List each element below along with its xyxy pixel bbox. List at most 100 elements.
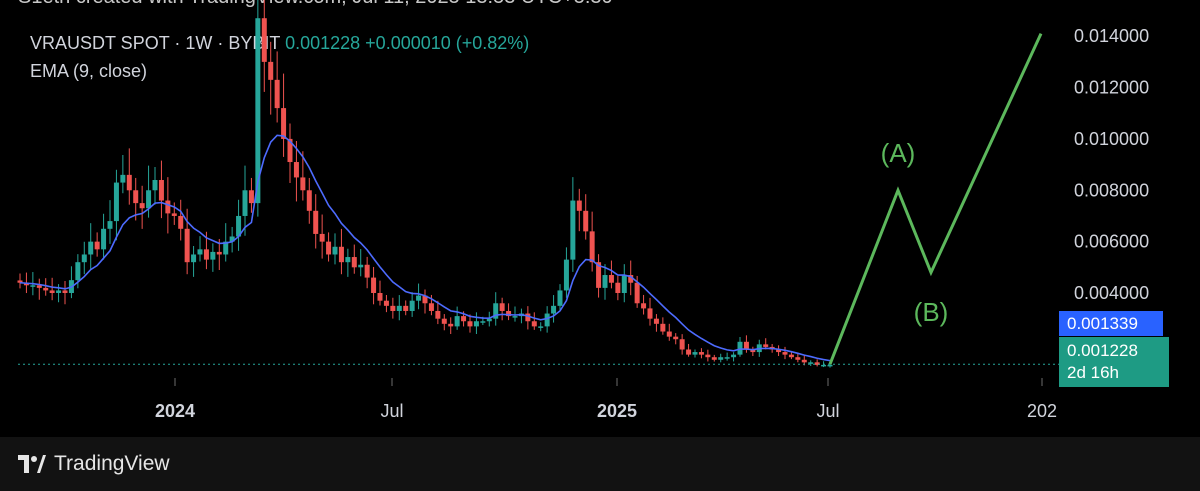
candle-body	[300, 177, 306, 191]
ema-price-badge: 0.001339	[1059, 311, 1163, 336]
candle-body	[493, 303, 499, 319]
y-tick-label: 0.010000	[1074, 129, 1149, 149]
candle-body	[358, 264, 364, 268]
candle-body	[441, 318, 447, 324]
candle-body	[570, 200, 576, 260]
price-change-value: +0.000010 (+0.82%)	[365, 33, 530, 53]
candle-body	[750, 349, 756, 353]
candle-body	[255, 18, 261, 204]
candle-body	[165, 200, 171, 214]
candle-body	[43, 287, 49, 291]
candle-body	[551, 305, 557, 314]
candle-body	[133, 190, 139, 204]
last-price-badge-value: 0.001228	[1067, 341, 1138, 360]
candle-body	[88, 241, 94, 255]
bar-countdown: 2d 16h	[1067, 363, 1119, 382]
candle-body	[724, 357, 730, 359]
y-axis: 0.004000 0.006000 0.008000 0.010000 0.012000…	[1074, 26, 1149, 303]
candle-body	[538, 326, 544, 328]
candle-body	[17, 280, 23, 283]
candle-body	[557, 290, 563, 306]
candle-body	[81, 254, 87, 263]
candle-body	[718, 357, 724, 360]
candle-body	[377, 293, 383, 301]
x-axis: 2024 Jul 2025 Jul 202	[155, 378, 1057, 421]
tradingview-logo-icon	[18, 455, 46, 473]
candle-body	[306, 190, 312, 211]
candle-body	[788, 354, 794, 358]
symbol-name[interactable]: VRAUSDT SPOT · 1W · BYBIT	[30, 33, 281, 53]
candle-body	[473, 321, 479, 327]
candle-body	[666, 331, 672, 337]
tradingview-brand[interactable]: TradingView	[18, 452, 170, 476]
candle-body	[422, 295, 428, 304]
candle-body	[351, 257, 357, 268]
candle-body	[525, 313, 531, 322]
candle-body	[428, 303, 434, 311]
last-price-value: 0.001228	[285, 33, 361, 53]
candle-body	[583, 210, 589, 232]
candle-body	[531, 321, 537, 327]
candle-body	[628, 275, 634, 283]
candle-body	[56, 290, 62, 293]
candle-body	[146, 190, 152, 209]
candle-body	[615, 282, 621, 293]
projection-group: (A) (B)	[828, 32, 1043, 365]
candle-body	[743, 341, 749, 350]
candle-body	[178, 215, 184, 229]
candle-body	[371, 277, 377, 293]
price-chart-svg[interactable]: (A)(B) 0.004000 0.006000 0.008000 0.010000 0…	[0, 0, 1200, 437]
candle-body	[242, 190, 248, 216]
x-tick-label: Jul	[380, 401, 403, 421]
candle-body	[467, 321, 473, 327]
candle-body	[814, 362, 820, 365]
candle-body	[158, 180, 164, 201]
candle-body	[782, 352, 788, 355]
candle-body	[563, 259, 569, 291]
candle-body	[326, 241, 332, 255]
candle-body	[30, 285, 36, 287]
candle-body	[679, 339, 685, 350]
candle-body	[171, 213, 177, 216]
candle-body	[338, 246, 344, 263]
candle-body	[711, 357, 717, 360]
candle-body	[236, 215, 242, 237]
candle-body	[486, 318, 492, 322]
brand-label: TradingView	[54, 452, 170, 475]
candles-group	[17, 0, 833, 368]
candle-body	[544, 313, 550, 327]
candle-body	[184, 228, 190, 263]
candle-body	[576, 200, 582, 211]
candle-body	[461, 316, 467, 322]
y-tick-label: 0.008000	[1074, 180, 1149, 200]
candle-body	[364, 264, 370, 278]
candle-body	[113, 182, 119, 222]
candle-body	[191, 254, 197, 263]
candle-body	[75, 262, 81, 281]
y-tick-label: 0.014000	[1074, 26, 1149, 46]
candle-body	[332, 246, 338, 255]
y-tick-label: 0.004000	[1074, 283, 1149, 303]
candle-body	[653, 318, 659, 324]
candle-body	[101, 228, 107, 250]
candle-body	[313, 210, 319, 234]
candle-body	[795, 357, 801, 360]
candle-body	[197, 249, 203, 255]
candle-body	[454, 316, 460, 327]
candle-body	[403, 305, 409, 311]
candle-body	[647, 308, 653, 319]
candle-body	[608, 275, 614, 283]
candle-body	[827, 364, 833, 367]
candle-body	[808, 362, 814, 364]
ema-indicator-label[interactable]: EMA (9, close)	[30, 61, 148, 81]
candle-body	[274, 79, 280, 109]
y-tick-label: 0.006000	[1074, 232, 1149, 252]
candle-body	[705, 354, 711, 358]
x-tick-label: 202	[1027, 401, 1057, 421]
candle-body	[120, 174, 126, 183]
candle-body	[62, 290, 68, 293]
candle-body	[660, 323, 666, 332]
candle-body	[216, 251, 222, 255]
candle-body	[801, 359, 807, 363]
candle-body	[319, 233, 325, 242]
